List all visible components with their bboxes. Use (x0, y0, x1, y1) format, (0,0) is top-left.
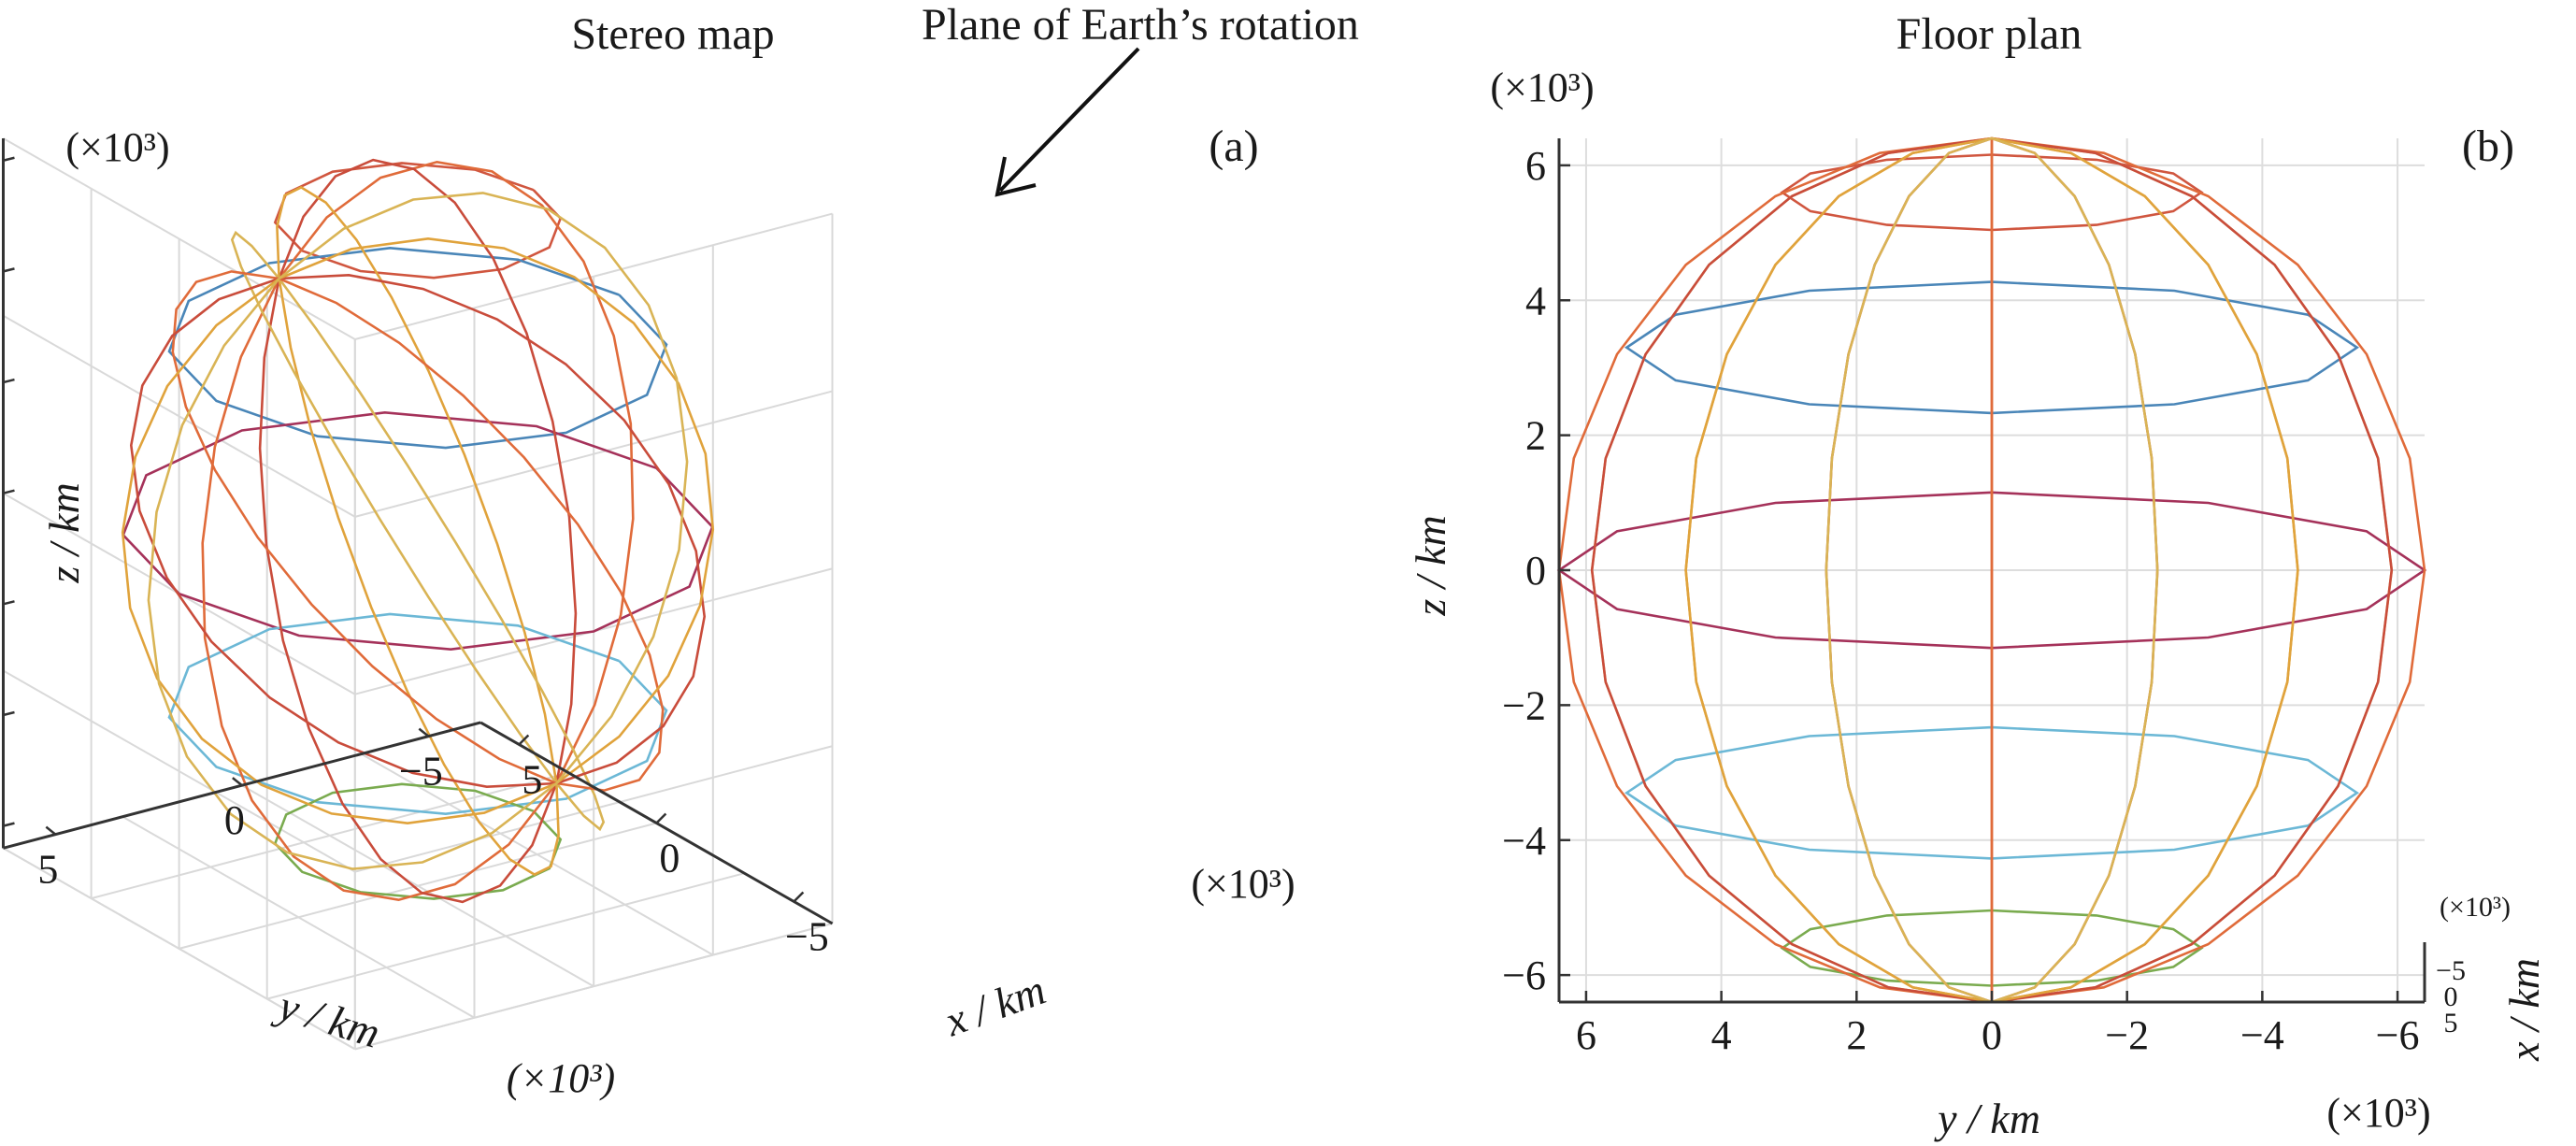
y-tick-label: 5 (37, 847, 58, 893)
y-tick-mark (418, 727, 430, 738)
meridian-line (129, 277, 557, 789)
y-tick-mark (45, 825, 57, 836)
stereo-map-title: Stereo map (571, 9, 774, 59)
floor-plan-title: Floor plan (1896, 9, 2082, 59)
x-tick-label: −5 (785, 913, 829, 959)
grid-line (241, 784, 594, 988)
grid-line (91, 771, 569, 900)
y-axis-line (3, 721, 481, 850)
x-tick-label: 5 (522, 756, 542, 802)
z-tick-mark (3, 710, 15, 717)
z-multiplier-label: (×10³) (65, 124, 169, 170)
floor-plan-x-multiplier: (×10³) (2440, 892, 2511, 923)
stereo-map-panel-tag: (a) (1209, 122, 1258, 171)
y-tick-mark (232, 777, 243, 787)
z-tick-mark (3, 267, 15, 273)
x-multiplier-label: (×10³) (1191, 861, 1295, 907)
x-axis-label: x / km (937, 966, 1052, 1046)
meridian-line (278, 278, 606, 832)
z-tick-mark (3, 378, 15, 384)
x-tick-mark (518, 734, 530, 746)
stereo-map-meridians (121, 158, 715, 904)
meridian-line (278, 160, 635, 784)
x-tick-mark (655, 812, 667, 824)
x-tick-label: 0 (2444, 981, 2458, 1012)
z-tick-label: 6 (1525, 143, 1546, 189)
meridian-line (276, 185, 558, 784)
x-tick-label: −5 (2436, 955, 2466, 986)
x-tick-label: 5 (2444, 1008, 2458, 1039)
meridian-line (201, 278, 558, 902)
y-tick-label: 2 (1846, 1012, 1867, 1058)
z-tick-mark (3, 489, 15, 494)
meridian-line (278, 278, 560, 877)
meridian-line (278, 158, 578, 784)
stereo-map-axes (1, 138, 834, 925)
grid-line (354, 390, 833, 518)
y-tick-label: 4 (1711, 1012, 1732, 1058)
floor-plan-panel-tag: (b) (2462, 122, 2514, 171)
y-tick-label: −2 (2105, 1012, 2149, 1058)
grid-line (3, 314, 356, 518)
z-tick-label: 4 (1525, 278, 1546, 323)
z-tick-mark (3, 822, 15, 827)
y-tick-label: −4 (2240, 1012, 2284, 1058)
floor-plan-x-axis-label: x / km (2500, 958, 2548, 1062)
grid-line (3, 137, 356, 340)
floor-plan-z-multiplier: (×10³) (1490, 64, 1594, 110)
meridian-line (230, 230, 558, 784)
meridian-line (278, 192, 689, 784)
meridian-line (1590, 136, 1993, 1004)
rotation-plane-annotation: Plane of Earth’s rotation (922, 0, 1359, 50)
meridian-line (171, 270, 557, 785)
floor-plan-z-axis-label: z / km (1407, 515, 1454, 616)
meridian-line (1991, 136, 2299, 1004)
meridian-line (1991, 136, 2159, 1004)
z-tick-label: 2 (1525, 413, 1546, 459)
y-tick-label: −5 (399, 749, 443, 795)
meridian-line (147, 278, 558, 870)
y-tick-label: 6 (1576, 1012, 1596, 1058)
meridian-line (121, 277, 557, 825)
floor-plan-y-multiplier: (×10³) (2326, 1090, 2430, 1136)
y-multiplier-label: (×10³) (507, 1055, 615, 1101)
meridian-line (258, 278, 558, 904)
z-tick-label: −4 (1502, 818, 1546, 864)
meridian-line (1684, 136, 1993, 1004)
floor-plan-y-axis-label: y / km (1934, 1095, 2040, 1142)
y-axis-label: y / km (270, 981, 386, 1057)
grid-line (361, 752, 714, 956)
z-tick-label: −6 (1502, 953, 1546, 998)
latitude-ring (167, 612, 668, 816)
meridian-line (1825, 136, 1993, 1004)
meridian-line (279, 273, 707, 785)
y-tick-label: 0 (224, 797, 245, 843)
z-tick-mark (3, 156, 15, 162)
meridian-line (1991, 136, 2394, 1004)
z-tick-mark (3, 600, 15, 606)
annotation-arrow (995, 47, 1140, 197)
z-tick-label: −2 (1502, 682, 1546, 728)
x-tick-mark (793, 891, 805, 903)
y-tick-label: −6 (2376, 1012, 2420, 1058)
y-tick-label: 0 (1982, 1012, 2002, 1058)
meridian-line (279, 277, 665, 792)
z-tick-label: 0 (1525, 548, 1546, 594)
z-axis-label: z / km (40, 482, 88, 583)
floor-plan-lines (1556, 136, 2427, 1004)
latitude-ring (122, 410, 714, 652)
x-tick-label: 0 (659, 835, 680, 881)
grid-line (354, 212, 833, 340)
meridian-line (1991, 136, 2426, 1004)
latitude-ring (167, 246, 668, 450)
